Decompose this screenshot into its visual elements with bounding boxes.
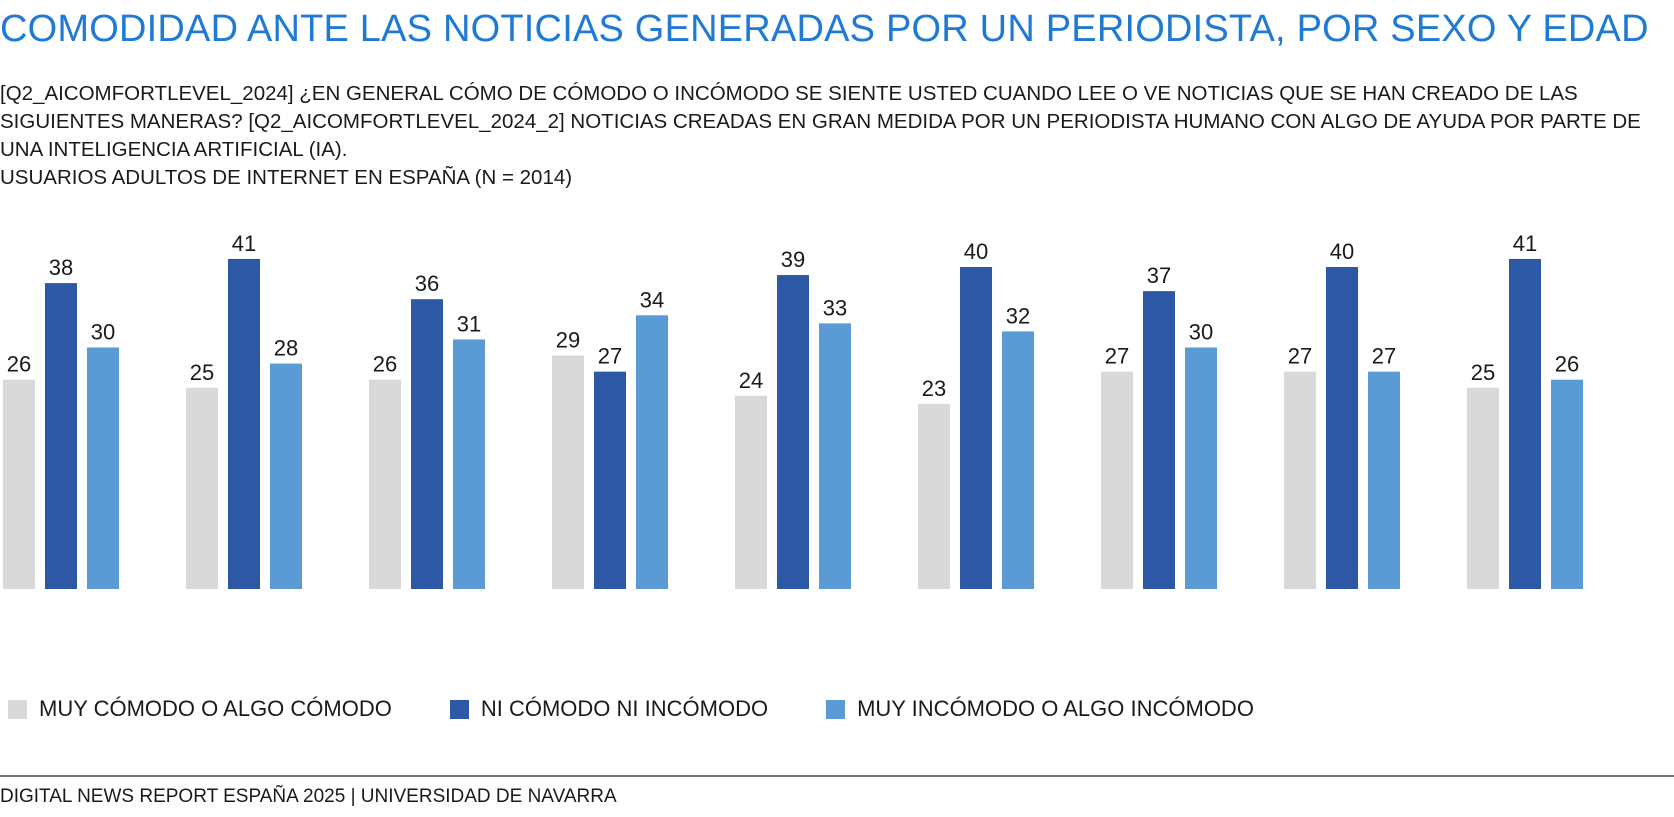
legend-swatch-comfortable <box>8 699 27 719</box>
bar-comfortable-0 <box>3 379 35 589</box>
bar-neutral-1 <box>228 258 260 589</box>
data-label-comfortable-6: 27 <box>1105 344 1129 369</box>
data-label-comfortable-4: 24 <box>739 368 763 393</box>
bar-comfortable-5 <box>918 403 950 589</box>
bar-uncomfortable-5 <box>1002 331 1034 589</box>
bar-chart: 263830TOTAL254128HOMBRES263631MUJERES292… <box>3 231 1583 589</box>
data-label-comfortable-7: 27 <box>1288 344 1312 369</box>
data-label-uncomfortable-4: 33 <box>823 295 847 320</box>
data-label-neutral-1: 41 <box>232 231 256 256</box>
data-label-uncomfortable-3: 34 <box>640 287 664 312</box>
bar-neutral-4 <box>777 275 809 589</box>
legend-item-uncomfortable: MUY INCÓMODO O ALGO INCÓMODO <box>826 696 1254 722</box>
footer-source: DIGITAL NEWS REPORT ESPAÑA 2025 | UNIVER… <box>0 786 617 807</box>
base-text: USUARIOS ADULTOS DE INTERNET EN ESPAÑA (… <box>0 166 573 189</box>
chart-subtitle: [Q2_AICOMFORTLEVEL_2024] ¿EN GENERAL CÓM… <box>0 80 1660 192</box>
data-label-neutral-7: 40 <box>1330 239 1354 264</box>
bar-comfortable-2 <box>369 379 401 589</box>
footer-divider <box>0 775 1674 777</box>
bar-comfortable-4 <box>735 395 767 589</box>
bar-uncomfortable-4 <box>819 323 851 589</box>
legend-item-comfortable: MUY CÓMODO O ALGO CÓMODO <box>8 696 392 722</box>
data-label-neutral-5: 40 <box>964 239 988 264</box>
data-label-uncomfortable-0: 30 <box>91 320 115 345</box>
bar-neutral-3 <box>594 371 626 589</box>
data-label-comfortable-5: 23 <box>922 376 946 401</box>
data-label-comfortable-1: 25 <box>190 360 214 385</box>
question-text: [Q2_AICOMFORTLEVEL_2024] ¿EN GENERAL CÓM… <box>0 82 1641 161</box>
bar-comfortable-8 <box>1467 387 1499 589</box>
data-label-uncomfortable-1: 28 <box>274 336 298 361</box>
legend-swatch-uncomfortable <box>826 699 846 719</box>
bar-neutral-0 <box>45 283 77 589</box>
bar-neutral-2 <box>411 299 443 589</box>
bar-neutral-6 <box>1143 291 1175 589</box>
bar-comfortable-7 <box>1284 371 1316 589</box>
data-label-uncomfortable-5: 32 <box>1006 303 1030 328</box>
bar-uncomfortable-3 <box>636 315 668 589</box>
bar-comfortable-3 <box>552 355 584 589</box>
data-label-comfortable-3: 29 <box>556 328 580 353</box>
legend-swatch-neutral <box>449 699 469 719</box>
bar-uncomfortable-7 <box>1368 371 1400 589</box>
legend-label-neutral: NI CÓMODO NI INCÓMODO <box>480 696 769 721</box>
data-label-neutral-6: 37 <box>1147 263 1171 288</box>
legend-item-neutral: NI CÓMODO NI INCÓMODO <box>449 696 769 722</box>
legend-label-comfortable: MUY CÓMODO O ALGO CÓMODO <box>39 696 392 721</box>
bar-neutral-5 <box>960 267 992 589</box>
data-label-uncomfortable-8: 26 <box>1555 352 1579 377</box>
bar-comfortable-1 <box>186 387 218 589</box>
data-label-uncomfortable-7: 27 <box>1372 344 1396 369</box>
bar-comfortable-6 <box>1101 371 1133 589</box>
chart-title: COMODIDAD ANTE LAS NOTICIAS GENERADAS PO… <box>0 8 1649 50</box>
data-label-comfortable-0: 26 <box>7 352 31 377</box>
legend-label-uncomfortable: MUY INCÓMODO O ALGO INCÓMODO <box>857 696 1254 721</box>
data-label-uncomfortable-2: 31 <box>457 311 481 336</box>
chart-legend: MUY CÓMODO O ALGO CÓMODO NI CÓMODO NI IN… <box>8 696 1312 722</box>
data-label-neutral-3: 27 <box>598 344 622 369</box>
bar-uncomfortable-6 <box>1185 347 1217 589</box>
data-label-comfortable-8: 25 <box>1471 360 1495 385</box>
data-label-neutral-0: 38 <box>49 255 73 280</box>
bar-uncomfortable-0 <box>87 347 119 589</box>
bar-uncomfortable-1 <box>270 363 302 589</box>
data-label-neutral-8: 41 <box>1513 231 1537 256</box>
bar-uncomfortable-2 <box>453 339 485 589</box>
data-label-neutral-2: 36 <box>415 271 439 296</box>
data-label-uncomfortable-6: 30 <box>1189 320 1213 345</box>
data-label-comfortable-2: 26 <box>373 352 397 377</box>
bar-uncomfortable-8 <box>1551 379 1583 589</box>
data-label-neutral-4: 39 <box>781 247 805 272</box>
bar-neutral-7 <box>1326 267 1358 589</box>
bar-neutral-8 <box>1509 258 1541 589</box>
